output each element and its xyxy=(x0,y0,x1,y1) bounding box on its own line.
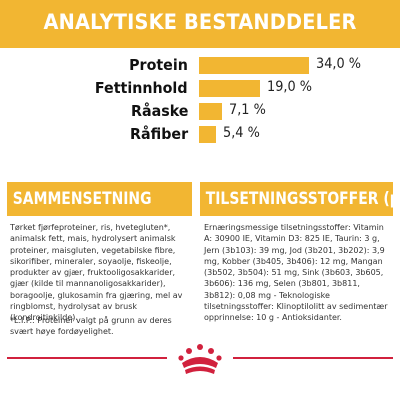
stat-label: Fettinnhold xyxy=(95,79,188,97)
stat-value-label: 7,1 % xyxy=(229,102,266,118)
additives-header: TILSETNINGSSTOFFER (pr. kg) xyxy=(200,182,393,216)
composition-text: Tørket fjørfeproteiner, ris, hvetegluten… xyxy=(10,222,190,324)
header-banner: ANALYTISKE BESTANDDELER xyxy=(0,0,400,48)
footer-rule-left xyxy=(7,357,167,359)
stat-label: Protein xyxy=(129,56,188,74)
stat-bar xyxy=(199,126,216,143)
stat-value-label: 19,0 % xyxy=(267,79,312,95)
stat-bar xyxy=(199,57,309,74)
stat-label: Råaske xyxy=(131,102,188,120)
composition-heading: SAMMENSETNING xyxy=(7,182,152,216)
composition-footnote: *L.I.P.: Proteiner valgt på grunn av der… xyxy=(10,315,190,338)
royal-canin-logo xyxy=(174,341,226,381)
composition-header: SAMMENSETNING xyxy=(7,182,192,216)
additives-text: Ernæringsmessige tilsetningsstoffer: Vit… xyxy=(204,222,390,324)
stat-bar xyxy=(199,103,222,120)
stat-value-label: 34,0 % xyxy=(316,56,361,72)
section-title: ANALYTISKE BESTANDDELER xyxy=(16,10,384,34)
royal-canin-crown-icon xyxy=(178,344,221,374)
additives-heading: TILSETNINGSSTOFFER (pr. kg) xyxy=(200,182,393,216)
stat-label: Råfiber xyxy=(130,125,188,143)
footer-rule-right xyxy=(233,357,393,359)
stat-bar xyxy=(199,80,260,97)
stat-value-label: 5,4 % xyxy=(223,125,260,141)
